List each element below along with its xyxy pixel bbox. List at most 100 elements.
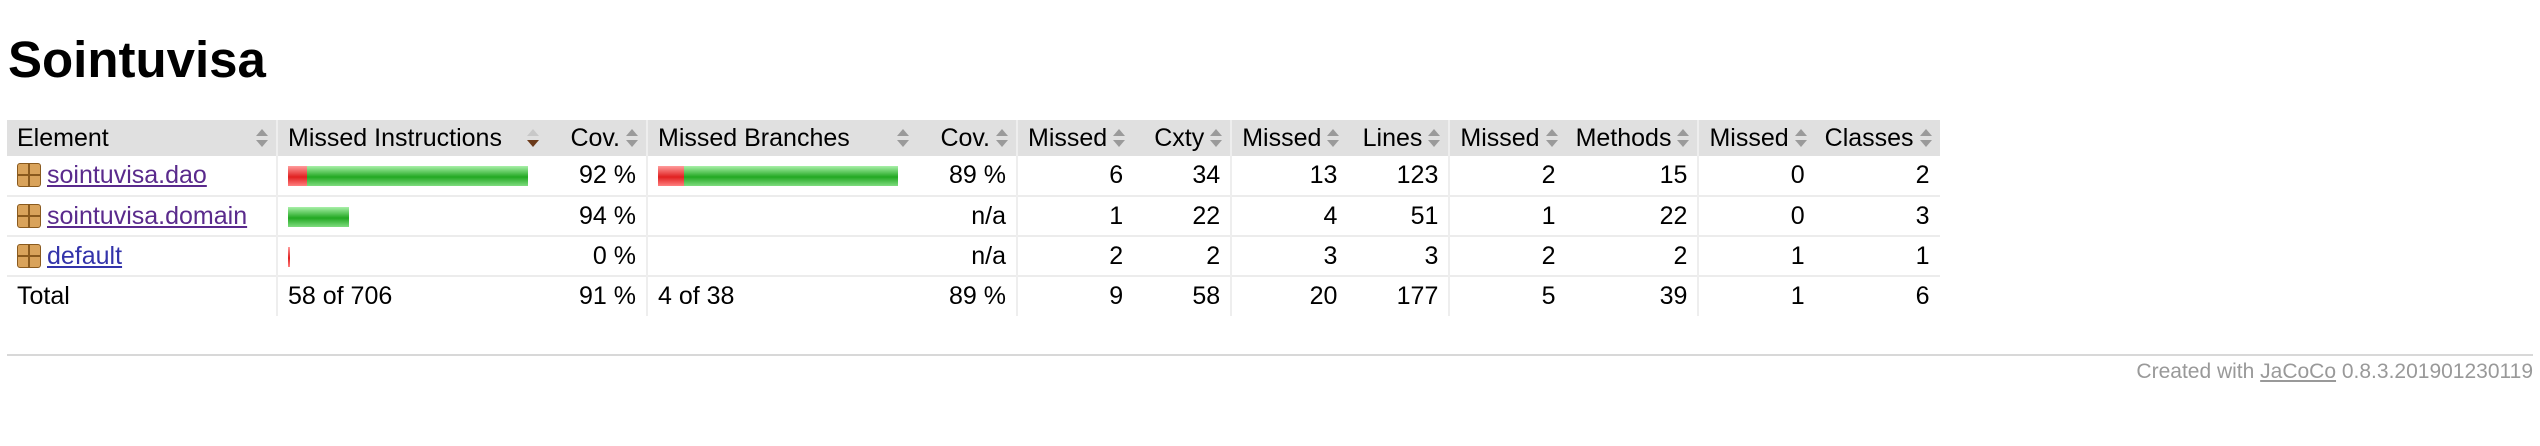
missed-classes: 0 xyxy=(1697,156,1815,196)
sort-arrows-icon[interactable] xyxy=(1794,129,1807,147)
package-link[interactable]: sointuvisa.domain xyxy=(47,201,248,230)
sort-arrows-icon[interactable] xyxy=(1210,129,1223,147)
total-lines: 177 xyxy=(1396,282,1439,310)
sort-arrows-icon[interactable] xyxy=(626,129,638,147)
missed-classes: 1 xyxy=(1697,236,1815,276)
instructions-bar-cell xyxy=(276,156,547,196)
sort-arrows-icon[interactable] xyxy=(996,129,1008,147)
header-missed-instructions[interactable]: Missed Instructions xyxy=(276,120,547,156)
element-cell: sointuvisa.domain xyxy=(7,196,277,236)
branches-bar-cell xyxy=(646,156,917,196)
footer-version: 0.8.3.201901230119 xyxy=(2336,360,2533,383)
header-missed-classes[interactable]: Missed xyxy=(1697,120,1815,156)
missed-bar xyxy=(288,166,307,187)
header-missed-branches[interactable]: Missed Branches xyxy=(646,120,917,156)
footer: Created with JaCoCo 0.8.3.201901230119 xyxy=(2136,360,2533,384)
instr-cov: 0 % xyxy=(592,241,636,270)
missed-bar xyxy=(288,246,290,267)
total-missed-cxty: 9 xyxy=(1015,276,1134,316)
table-header-row: Element Missed Instructions Cov. Missed … xyxy=(7,120,1940,156)
header-methods[interactable]: Methods xyxy=(1566,120,1699,156)
covered-bar xyxy=(307,166,528,187)
sort-desc-icon[interactable] xyxy=(527,129,539,147)
cxty: 22 xyxy=(1192,201,1221,230)
methods: 2 xyxy=(1673,241,1688,270)
header-instr-cov[interactable]: Cov. xyxy=(547,120,647,156)
footer-prefix: Created with xyxy=(2136,360,2261,383)
header-lines[interactable]: Lines xyxy=(1347,120,1449,156)
header-classes[interactable]: Classes xyxy=(1815,120,1940,156)
total-missed-lines: 20 xyxy=(1230,276,1348,316)
sort-arrows-icon[interactable] xyxy=(1677,129,1690,147)
header-cxty[interactable]: Cxty xyxy=(1133,120,1231,156)
package-link[interactable]: default xyxy=(47,241,123,270)
header-branch-cov[interactable]: Cov. xyxy=(917,120,1017,156)
package-link[interactable]: sointuvisa.dao xyxy=(47,161,207,189)
lines: 123 xyxy=(1396,161,1439,189)
branches-bar-cell xyxy=(646,236,917,276)
total-missed-methods: 5 xyxy=(1448,276,1566,316)
element-cell: sointuvisa.dao xyxy=(7,156,277,196)
total-branches: 4 of 38 xyxy=(646,276,917,316)
missed-cxty: 1 xyxy=(1015,196,1134,236)
classes: 3 xyxy=(1915,201,1930,230)
header-missed-cxty[interactable]: Missed xyxy=(1015,120,1134,156)
missed-bar xyxy=(658,166,684,187)
coverage-table: Element Missed Instructions Cov. Missed … xyxy=(7,120,1940,316)
sort-arrows-icon[interactable] xyxy=(1919,129,1932,147)
branch-cov: n/a xyxy=(971,201,1006,230)
sort-arrows-icon[interactable] xyxy=(1113,129,1126,147)
instr-cov: 92 % xyxy=(579,161,636,189)
classes: 2 xyxy=(1915,161,1930,189)
element-cell: default xyxy=(7,236,277,276)
missed-cxty: 2 xyxy=(1015,236,1134,276)
lines: 3 xyxy=(1424,241,1439,270)
total-branch-cov: 89 % xyxy=(949,282,1006,310)
sort-arrows-icon[interactable] xyxy=(1327,129,1340,147)
branch-cov: n/a xyxy=(971,241,1006,270)
sort-arrows-icon[interactable] xyxy=(256,129,268,147)
covered-bar xyxy=(288,206,349,227)
sort-arrows-icon[interactable] xyxy=(1428,129,1441,147)
branch-cov: 89 % xyxy=(949,161,1006,189)
table-row: sointuvisa.dao 92 % 89 % 6 34 13 123 2 15 0 2 xyxy=(7,156,1940,196)
header-missed-lines[interactable]: Missed xyxy=(1230,120,1348,156)
missed-methods: 2 xyxy=(1448,156,1566,196)
footer-divider xyxy=(7,354,2533,356)
sort-arrows-icon[interactable] xyxy=(897,129,909,147)
missed-lines: 13 xyxy=(1230,156,1348,196)
cxty: 34 xyxy=(1192,161,1221,189)
header-missed-methods[interactable]: Missed xyxy=(1448,120,1566,156)
total-label: Total xyxy=(17,282,70,310)
header-element[interactable]: Element xyxy=(7,120,277,156)
classes: 1 xyxy=(1915,241,1930,270)
cxty: 2 xyxy=(1206,241,1221,270)
missed-lines: 3 xyxy=(1230,236,1348,276)
missed-classes: 0 xyxy=(1697,196,1815,236)
branches-bar-cell xyxy=(646,196,917,236)
total-cxty: 58 xyxy=(1192,282,1221,310)
total-instructions: 58 of 706 xyxy=(276,276,547,316)
package-icon xyxy=(17,243,41,268)
instr-cov: 94 % xyxy=(579,201,636,230)
missed-lines: 4 xyxy=(1230,196,1348,236)
table-row: default 0 % n/a 2 2 3 3 2 2 1 1 xyxy=(7,236,1940,276)
missed-methods: 1 xyxy=(1448,196,1566,236)
package-icon xyxy=(17,163,41,187)
table-row: sointuvisa.domain 94 % n/a 1 22 4 51 1 22 0 3 xyxy=(7,196,1940,236)
sort-arrows-icon[interactable] xyxy=(1545,129,1558,147)
total-row: Total 58 of 706 91 % 4 of 38 89 % 9 58 2… xyxy=(7,276,1940,316)
missed-methods: 2 xyxy=(1448,236,1566,276)
missed-cxty: 6 xyxy=(1015,156,1134,196)
jacoco-link[interactable]: JaCoCo xyxy=(2260,360,2337,383)
methods: 15 xyxy=(1659,161,1688,189)
lines: 51 xyxy=(1410,201,1439,230)
total-instr-cov: 91 % xyxy=(579,282,636,310)
instructions-bar-cell xyxy=(276,236,547,276)
instructions-bar-cell xyxy=(276,196,547,236)
total-methods: 39 xyxy=(1659,282,1688,310)
covered-bar xyxy=(684,166,898,187)
methods: 22 xyxy=(1659,201,1688,230)
total-classes: 6 xyxy=(1915,282,1930,310)
